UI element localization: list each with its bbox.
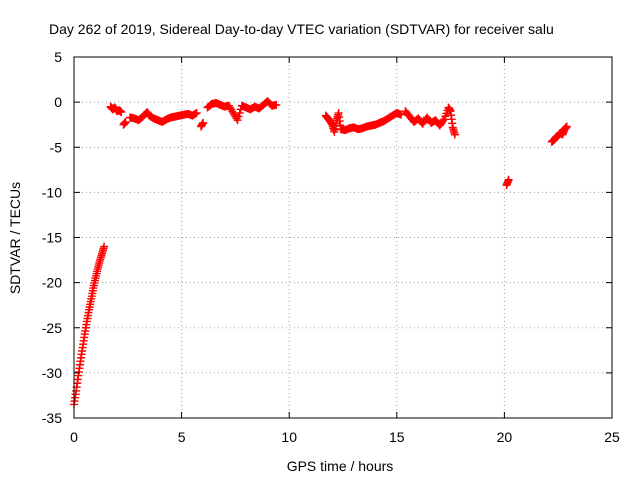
y-tick-label: -20 bbox=[42, 275, 62, 291]
y-tick-label: -35 bbox=[42, 410, 62, 426]
data-point bbox=[234, 112, 243, 121]
gridlines bbox=[74, 57, 612, 418]
x-tick-label: 0 bbox=[70, 429, 78, 445]
y-tick-label: -10 bbox=[42, 184, 62, 200]
y-tick-label: -30 bbox=[42, 365, 62, 381]
data-point bbox=[192, 108, 201, 117]
data-point bbox=[272, 100, 281, 109]
chart-title: Day 262 of 2019, Sidereal Day-to-day VTE… bbox=[49, 21, 554, 37]
data-point bbox=[235, 108, 244, 117]
data-point bbox=[100, 242, 109, 251]
data-point bbox=[439, 116, 448, 125]
y-tick-label: 5 bbox=[54, 49, 62, 65]
data-point bbox=[199, 118, 208, 127]
x-tick-label: 25 bbox=[604, 429, 620, 445]
y-tick-label: -25 bbox=[42, 320, 62, 336]
x-tick-label: 20 bbox=[497, 429, 513, 445]
data-point bbox=[562, 122, 571, 131]
data-point bbox=[117, 108, 126, 117]
data-point bbox=[450, 130, 459, 139]
x-tick-label: 15 bbox=[389, 429, 405, 445]
data-point bbox=[121, 117, 130, 126]
y-tick-label: -15 bbox=[42, 230, 62, 246]
data-point bbox=[504, 175, 513, 184]
axis-ticks: 0 5 10 15 20 25 5 0 -5 -10 -15 -20 -25 -30 -35 bbox=[42, 49, 620, 445]
data-points bbox=[70, 97, 571, 409]
y-axis-label: SDTVAR / TECUs bbox=[7, 182, 23, 294]
data-point bbox=[397, 110, 406, 119]
y-tick-label: 0 bbox=[54, 94, 62, 110]
x-tick-label: 10 bbox=[281, 429, 297, 445]
x-axis-label: GPS time / hours bbox=[287, 458, 394, 474]
data-point bbox=[233, 116, 242, 125]
x-tick-label: 5 bbox=[178, 429, 186, 445]
y-tick-label: -5 bbox=[50, 139, 63, 155]
